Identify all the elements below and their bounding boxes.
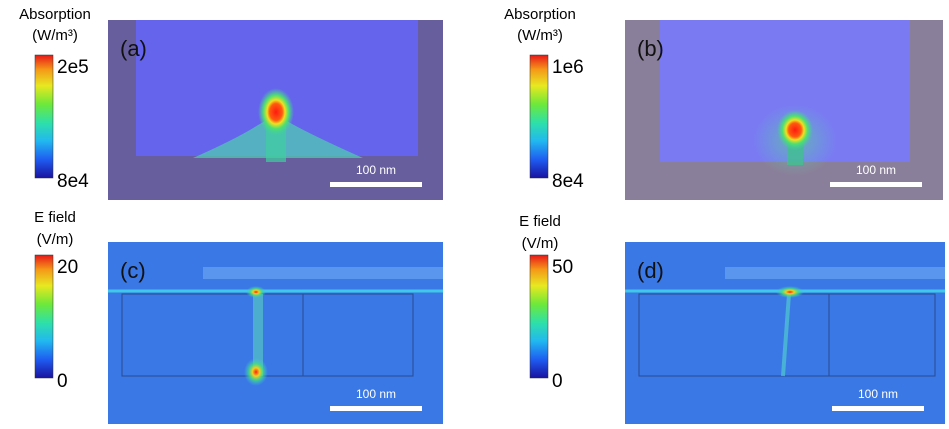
colorbar-title: Absorption (19, 6, 91, 23)
scale-bar-label: 100 nm (856, 163, 896, 177)
colorbar-min: 0 (552, 371, 563, 392)
colorbar-min: 8e4 (552, 171, 584, 192)
layer-band (203, 267, 443, 279)
colorbar-max: 1e6 (552, 57, 584, 78)
colorbar-unit: (V/m) (522, 235, 559, 252)
panel-label: (a) (120, 36, 147, 61)
scale-bar (330, 182, 422, 187)
colorbar-min: 8e4 (57, 171, 89, 192)
colorbar: Absorption (W/m³) 1e6 8e4 (504, 6, 584, 192)
colorbar-unit: (V/m) (37, 231, 74, 248)
colorbar-max: 50 (552, 257, 573, 278)
colorbar-gradient (530, 55, 548, 178)
colorbar-unit: (W/m³) (32, 27, 78, 44)
scale-bar (832, 406, 924, 411)
colorbar-unit: (W/m³) (517, 27, 563, 44)
colorbar-title: E field (34, 209, 76, 226)
colorbar: E field (V/m) 20 0 (34, 209, 78, 392)
hotspot (244, 358, 268, 386)
colorbar: E field (V/m) 50 0 (519, 213, 573, 392)
layer-band (725, 267, 945, 279)
scale-bar-label: 100 nm (356, 163, 396, 177)
map-panel: (b) 100 nm (625, 20, 943, 200)
map-panel: (c) 100 nm (108, 242, 443, 424)
colorbar-min: 0 (57, 371, 68, 392)
colorbar-title: Absorption (504, 6, 576, 23)
hotspot (258, 88, 294, 136)
colorbar-gradient (35, 55, 53, 178)
scale-bar-label: 100 nm (858, 387, 898, 401)
map-panel: (d) 100 nm (625, 242, 945, 424)
hotspot (246, 286, 266, 298)
panel-label: (c) (120, 258, 146, 283)
colorbar-title: E field (519, 213, 561, 230)
scale-bar-label: 100 nm (356, 387, 396, 401)
colorbar-max: 20 (57, 257, 78, 278)
figure: Absorption (W/m³) 2e5 8e4 (a) 100 nm Absorptio… (0, 0, 949, 424)
hotspot (776, 286, 804, 298)
colorbar-gradient (35, 255, 53, 378)
map-panel: (a) 100 nm (108, 20, 443, 200)
scale-bar (330, 406, 422, 411)
colorbar: Absorption (W/m³) 2e5 8e4 (19, 6, 91, 192)
panel-label: (d) (637, 258, 664, 283)
hotspot (777, 110, 813, 150)
colorbar-gradient (530, 255, 548, 378)
scale-bar (830, 182, 922, 187)
panel-label: (b) (637, 36, 664, 61)
colorbar-max: 2e5 (57, 57, 89, 78)
